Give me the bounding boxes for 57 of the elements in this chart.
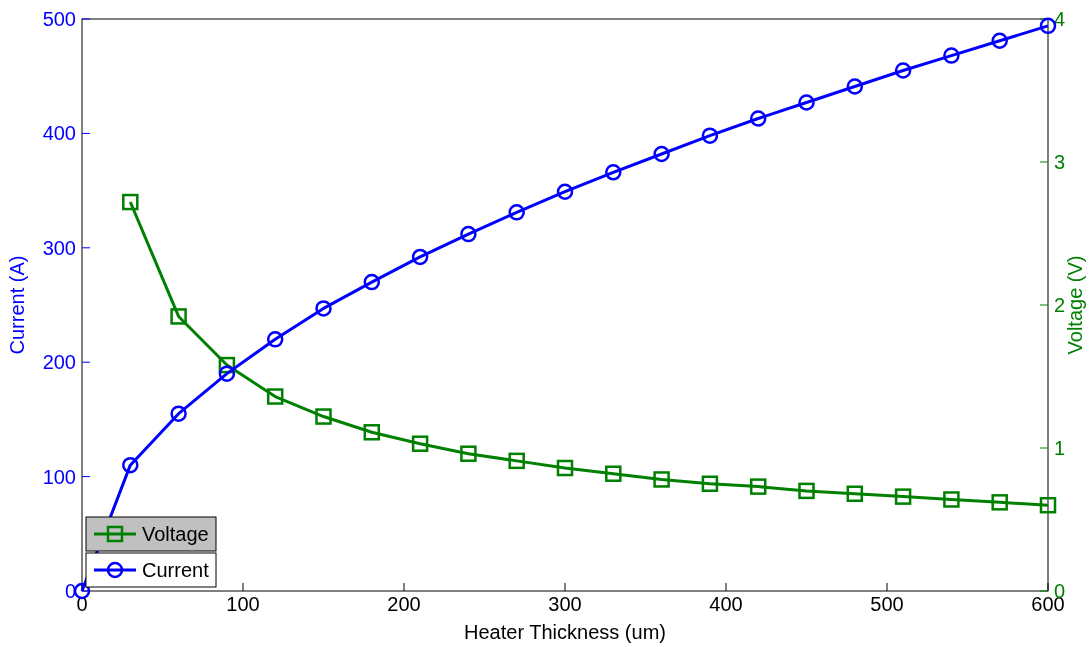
point bbox=[846, 78, 864, 95]
point bbox=[749, 110, 767, 127]
y-axis-title: Current (A) bbox=[6, 255, 28, 355]
point bbox=[266, 331, 284, 348]
point bbox=[991, 32, 1008, 49]
x-tick-label: 500 bbox=[870, 593, 904, 615]
x-tick-label: 300 bbox=[548, 593, 582, 615]
point bbox=[218, 365, 236, 382]
point bbox=[556, 459, 574, 477]
point bbox=[943, 47, 960, 64]
y-tick-label: 400 bbox=[42, 122, 76, 145]
point bbox=[894, 488, 912, 505]
point bbox=[363, 273, 381, 291]
x-tick-label: 400 bbox=[709, 593, 743, 615]
point bbox=[122, 193, 139, 211]
point bbox=[701, 475, 719, 492]
point bbox=[894, 62, 912, 79]
point bbox=[411, 248, 429, 266]
x-axis-title: Heater Thickness (um) bbox=[464, 621, 666, 643]
point bbox=[749, 478, 767, 495]
point bbox=[460, 445, 477, 462]
point bbox=[653, 471, 670, 488]
y2-tick-label: 4 bbox=[1054, 8, 1066, 30]
point bbox=[266, 388, 284, 405]
point bbox=[122, 456, 139, 474]
y2-tick-label: 3 bbox=[1054, 151, 1066, 173]
legend-label: Current bbox=[142, 559, 210, 581]
legend-label: Voltage bbox=[142, 523, 209, 545]
y2-tick-label: 2 bbox=[1054, 294, 1066, 316]
point bbox=[508, 204, 525, 221]
y2-tick-label: 1 bbox=[1054, 437, 1066, 459]
point bbox=[798, 94, 815, 111]
point bbox=[701, 127, 719, 144]
point bbox=[315, 300, 332, 317]
point bbox=[653, 145, 670, 163]
y-tick-label: 200 bbox=[42, 351, 76, 374]
point bbox=[411, 435, 429, 452]
point bbox=[605, 164, 622, 181]
point bbox=[170, 308, 187, 325]
y-tick-label: 500 bbox=[42, 8, 76, 30]
point bbox=[556, 183, 574, 200]
point bbox=[943, 491, 960, 508]
point bbox=[798, 482, 815, 500]
x-tick-label: 100 bbox=[226, 593, 260, 615]
y-tick-label: 100 bbox=[42, 465, 76, 488]
point bbox=[605, 465, 622, 482]
point bbox=[991, 494, 1008, 511]
x-tick-label: 200 bbox=[387, 593, 421, 615]
point bbox=[170, 405, 187, 422]
y2-axis-title: Voltage (V) bbox=[1064, 255, 1086, 355]
point bbox=[508, 452, 525, 470]
point bbox=[460, 225, 477, 243]
point bbox=[846, 485, 864, 503]
y-tick-label: 300 bbox=[42, 236, 76, 259]
point bbox=[315, 408, 332, 425]
point bbox=[363, 424, 381, 441]
point bbox=[1039, 496, 1057, 514]
